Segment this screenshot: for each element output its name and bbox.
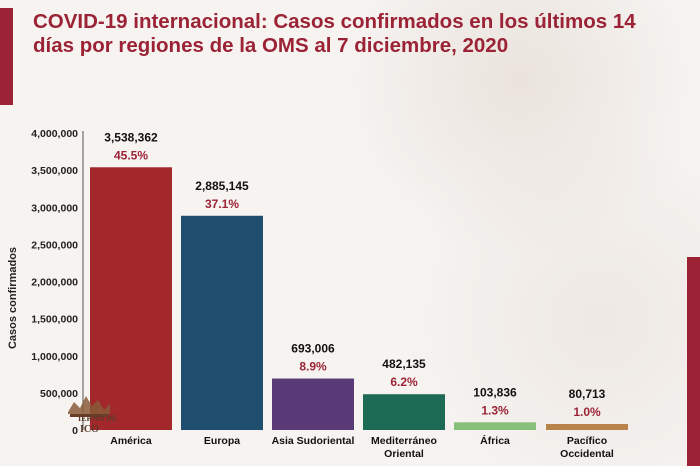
y-tick-label: 1,000,000 bbox=[31, 351, 78, 363]
bar bbox=[363, 394, 445, 430]
y-axis-label: Casos confirmados bbox=[7, 247, 19, 349]
category-label: Mediterráneo bbox=[371, 435, 437, 447]
bar bbox=[454, 422, 536, 430]
bar bbox=[181, 215, 263, 430]
category-label: África bbox=[480, 434, 510, 447]
percent-label: 8.9% bbox=[299, 360, 327, 374]
y-axis: 0 500,000 1,000,000 1,500,000 2,000,000 2,500… bbox=[31, 128, 84, 437]
y-tick-label: 2,500,000 bbox=[31, 239, 78, 251]
bar bbox=[90, 167, 172, 431]
category-label: Europa bbox=[204, 435, 240, 447]
right-accent-bar bbox=[687, 257, 700, 466]
government-logo-icon bbox=[68, 396, 110, 417]
category-label: Asia Sudoriental bbox=[272, 435, 355, 447]
category-label: Occidental bbox=[560, 448, 614, 460]
slide-title: COVID-19 internacional: Casos confirmado… bbox=[33, 10, 636, 57]
y-tick-label: 500,000 bbox=[40, 388, 78, 400]
y-tick-label: 0 bbox=[72, 425, 78, 437]
value-label: 2,885,145 bbox=[195, 179, 249, 193]
logo-text-top: IERNO DE bbox=[78, 414, 118, 423]
y-tick-label: 3,000,000 bbox=[31, 202, 78, 214]
bar bbox=[546, 424, 628, 430]
category-labels: América Europa Asia Sudoriental Mediterráne… bbox=[110, 434, 614, 460]
bar-labels: 3,538,362 45.5% 2,885,145 37.1% 693,006 8.9% 4… bbox=[104, 130, 605, 419]
percent-label: 1.3% bbox=[481, 403, 509, 417]
bars bbox=[90, 167, 628, 431]
percent-label: 45.5% bbox=[114, 148, 148, 162]
percent-label: 6.2% bbox=[390, 375, 418, 389]
category-label: América bbox=[110, 435, 152, 447]
bar bbox=[272, 378, 354, 430]
y-tick-label: 4,000,000 bbox=[31, 128, 78, 140]
value-label: 3,538,362 bbox=[104, 130, 158, 144]
y-tick-label: 1,500,000 bbox=[31, 314, 78, 326]
y-tick-label: 2,000,000 bbox=[31, 277, 78, 289]
logo-text-bottom: ICO bbox=[80, 424, 99, 435]
value-label: 80,713 bbox=[569, 387, 606, 401]
value-label: 103,836 bbox=[473, 385, 517, 399]
left-accent-bar bbox=[0, 8, 13, 105]
value-label: 482,135 bbox=[382, 357, 426, 371]
value-label: 693,006 bbox=[291, 342, 335, 356]
category-label: Oriental bbox=[384, 448, 424, 460]
y-tick-label: 3,500,000 bbox=[31, 165, 78, 177]
percent-label: 1.0% bbox=[573, 405, 601, 419]
percent-label: 37.1% bbox=[205, 197, 239, 211]
category-label: Pacífico bbox=[567, 435, 607, 447]
